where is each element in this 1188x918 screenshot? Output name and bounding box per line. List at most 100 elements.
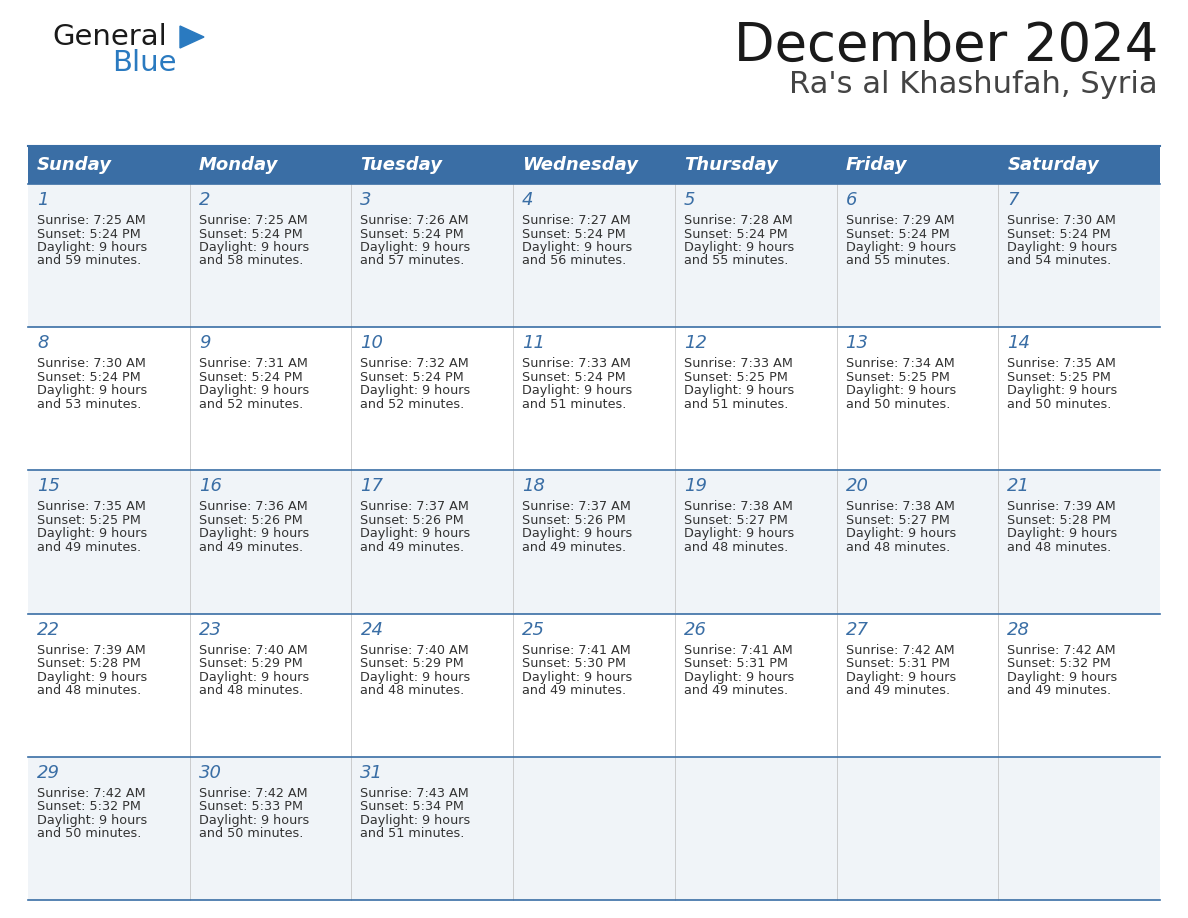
Text: and 48 minutes.: and 48 minutes. <box>1007 541 1112 554</box>
Text: Sunrise: 7:30 AM: Sunrise: 7:30 AM <box>37 357 146 370</box>
Text: 20: 20 <box>846 477 868 496</box>
Text: Sunrise: 7:25 AM: Sunrise: 7:25 AM <box>198 214 308 227</box>
Text: Daylight: 9 hours: Daylight: 9 hours <box>846 671 956 684</box>
Text: Sunset: 5:25 PM: Sunset: 5:25 PM <box>37 514 141 527</box>
Text: Daylight: 9 hours: Daylight: 9 hours <box>198 385 309 397</box>
Text: and 55 minutes.: and 55 minutes. <box>684 254 788 267</box>
Text: Daylight: 9 hours: Daylight: 9 hours <box>198 671 309 684</box>
Text: 1: 1 <box>37 191 49 209</box>
Text: Sunrise: 7:32 AM: Sunrise: 7:32 AM <box>360 357 469 370</box>
Text: 11: 11 <box>523 334 545 353</box>
Text: and 53 minutes.: and 53 minutes. <box>37 397 141 410</box>
Text: and 48 minutes.: and 48 minutes. <box>360 684 465 697</box>
Text: and 59 minutes.: and 59 minutes. <box>37 254 141 267</box>
Text: Sunrise: 7:29 AM: Sunrise: 7:29 AM <box>846 214 954 227</box>
Text: and 50 minutes.: and 50 minutes. <box>198 827 303 840</box>
Text: and 49 minutes.: and 49 minutes. <box>523 684 626 697</box>
Text: 28: 28 <box>1007 621 1030 639</box>
Text: 4: 4 <box>523 191 533 209</box>
Text: Sunrise: 7:34 AM: Sunrise: 7:34 AM <box>846 357 954 370</box>
Text: Sunrise: 7:38 AM: Sunrise: 7:38 AM <box>846 500 954 513</box>
Text: December 2024: December 2024 <box>734 20 1158 72</box>
Text: and 49 minutes.: and 49 minutes. <box>198 541 303 554</box>
Text: Daylight: 9 hours: Daylight: 9 hours <box>198 528 309 541</box>
Text: Sunrise: 7:31 AM: Sunrise: 7:31 AM <box>198 357 308 370</box>
Text: Daylight: 9 hours: Daylight: 9 hours <box>684 671 794 684</box>
Text: Sunset: 5:24 PM: Sunset: 5:24 PM <box>846 228 949 241</box>
Text: Daylight: 9 hours: Daylight: 9 hours <box>198 241 309 254</box>
Bar <box>29 470 1159 613</box>
Text: Sunrise: 7:42 AM: Sunrise: 7:42 AM <box>1007 644 1116 656</box>
Text: Blue: Blue <box>112 49 177 77</box>
Text: Sunset: 5:25 PM: Sunset: 5:25 PM <box>1007 371 1111 384</box>
Text: and 50 minutes.: and 50 minutes. <box>846 397 950 410</box>
Text: and 51 minutes.: and 51 minutes. <box>523 397 626 410</box>
Text: 12: 12 <box>684 334 707 353</box>
Text: Sunset: 5:28 PM: Sunset: 5:28 PM <box>1007 514 1111 527</box>
Bar <box>190 146 352 184</box>
Text: 21: 21 <box>1007 477 1030 496</box>
Bar <box>998 146 1159 184</box>
Text: Sunset: 5:24 PM: Sunset: 5:24 PM <box>198 371 303 384</box>
Text: 25: 25 <box>523 621 545 639</box>
Text: 5: 5 <box>684 191 695 209</box>
Text: 8: 8 <box>37 334 49 353</box>
Text: Sunset: 5:32 PM: Sunset: 5:32 PM <box>37 800 141 813</box>
Bar <box>29 613 1159 756</box>
Text: Daylight: 9 hours: Daylight: 9 hours <box>1007 241 1118 254</box>
Bar <box>836 146 998 184</box>
Text: Sunrise: 7:42 AM: Sunrise: 7:42 AM <box>37 787 146 800</box>
Text: Daylight: 9 hours: Daylight: 9 hours <box>523 671 632 684</box>
Text: Sunrise: 7:33 AM: Sunrise: 7:33 AM <box>523 357 631 370</box>
Text: Sunrise: 7:28 AM: Sunrise: 7:28 AM <box>684 214 792 227</box>
Text: and 48 minutes.: and 48 minutes. <box>846 541 950 554</box>
Text: 3: 3 <box>360 191 372 209</box>
Text: Sunrise: 7:40 AM: Sunrise: 7:40 AM <box>198 644 308 656</box>
Text: and 49 minutes.: and 49 minutes. <box>846 684 949 697</box>
Text: and 54 minutes.: and 54 minutes. <box>1007 254 1112 267</box>
Text: Daylight: 9 hours: Daylight: 9 hours <box>1007 385 1118 397</box>
Text: 31: 31 <box>360 764 384 782</box>
Text: Sunset: 5:26 PM: Sunset: 5:26 PM <box>523 514 626 527</box>
Text: Sunrise: 7:41 AM: Sunrise: 7:41 AM <box>523 644 631 656</box>
Text: Daylight: 9 hours: Daylight: 9 hours <box>360 671 470 684</box>
Text: Sunset: 5:33 PM: Sunset: 5:33 PM <box>198 800 303 813</box>
Text: Daylight: 9 hours: Daylight: 9 hours <box>684 241 794 254</box>
Text: Sunrise: 7:36 AM: Sunrise: 7:36 AM <box>198 500 308 513</box>
Text: Sunrise: 7:39 AM: Sunrise: 7:39 AM <box>37 644 146 656</box>
Text: Sunrise: 7:39 AM: Sunrise: 7:39 AM <box>1007 500 1116 513</box>
Text: and 56 minutes.: and 56 minutes. <box>523 254 626 267</box>
Text: Sunset: 5:31 PM: Sunset: 5:31 PM <box>684 657 788 670</box>
Text: Daylight: 9 hours: Daylight: 9 hours <box>360 241 470 254</box>
Text: and 58 minutes.: and 58 minutes. <box>198 254 303 267</box>
Text: Friday: Friday <box>846 156 908 174</box>
Text: 7: 7 <box>1007 191 1019 209</box>
Text: Daylight: 9 hours: Daylight: 9 hours <box>846 385 956 397</box>
Text: and 49 minutes.: and 49 minutes. <box>1007 684 1112 697</box>
Bar <box>352 146 513 184</box>
Text: 6: 6 <box>846 191 857 209</box>
Text: 24: 24 <box>360 621 384 639</box>
Text: Sunrise: 7:33 AM: Sunrise: 7:33 AM <box>684 357 792 370</box>
Text: Sunset: 5:30 PM: Sunset: 5:30 PM <box>523 657 626 670</box>
Text: Sunset: 5:24 PM: Sunset: 5:24 PM <box>684 228 788 241</box>
Text: Sunset: 5:29 PM: Sunset: 5:29 PM <box>198 657 303 670</box>
Text: and 48 minutes.: and 48 minutes. <box>684 541 788 554</box>
Text: Sunset: 5:24 PM: Sunset: 5:24 PM <box>198 228 303 241</box>
Text: Daylight: 9 hours: Daylight: 9 hours <box>360 385 470 397</box>
Text: and 50 minutes.: and 50 minutes. <box>1007 397 1112 410</box>
Text: Sunset: 5:24 PM: Sunset: 5:24 PM <box>37 371 140 384</box>
Text: Sunset: 5:26 PM: Sunset: 5:26 PM <box>360 514 465 527</box>
Text: 9: 9 <box>198 334 210 353</box>
Text: 17: 17 <box>360 477 384 496</box>
Text: Ra's al Khashufah, Syria: Ra's al Khashufah, Syria <box>789 70 1158 99</box>
Text: and 49 minutes.: and 49 minutes. <box>360 541 465 554</box>
Text: Sunrise: 7:30 AM: Sunrise: 7:30 AM <box>1007 214 1117 227</box>
Text: and 49 minutes.: and 49 minutes. <box>37 541 141 554</box>
Text: General: General <box>52 23 166 51</box>
Text: and 55 minutes.: and 55 minutes. <box>846 254 950 267</box>
Text: and 48 minutes.: and 48 minutes. <box>37 684 141 697</box>
Text: and 52 minutes.: and 52 minutes. <box>198 397 303 410</box>
Text: 2: 2 <box>198 191 210 209</box>
Text: 30: 30 <box>198 764 222 782</box>
